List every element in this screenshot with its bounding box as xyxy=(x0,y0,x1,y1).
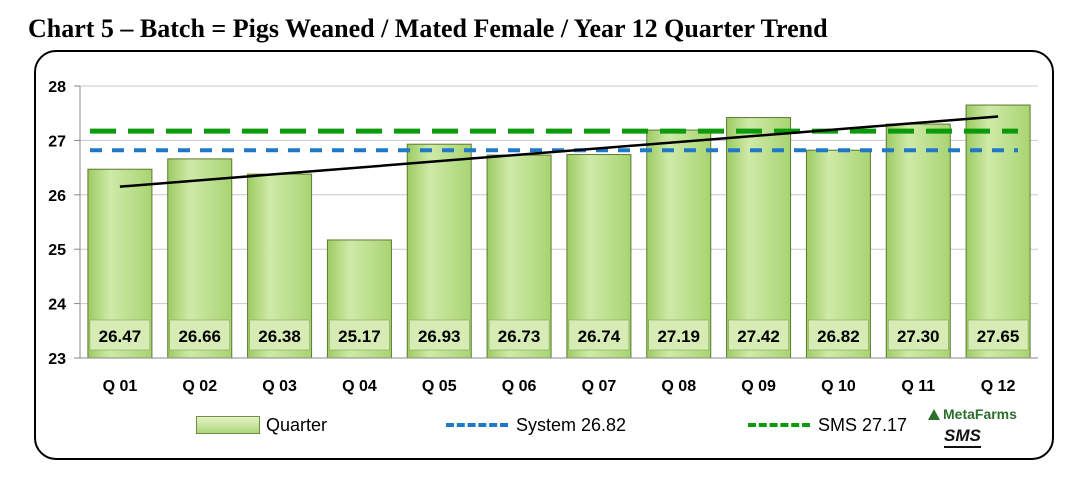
data-label: 27.65 xyxy=(977,327,1020,346)
x-tick-label: Q 08 xyxy=(661,378,696,395)
x-tick-label: Q 11 xyxy=(901,378,935,395)
data-label: 26.73 xyxy=(498,327,541,346)
data-label-box xyxy=(728,319,789,351)
x-tick-label: Q 03 xyxy=(262,378,297,395)
data-label: 26.47 xyxy=(99,327,142,346)
y-tick-label: 28 xyxy=(48,79,66,96)
data-label-box xyxy=(488,319,550,351)
data-label-box xyxy=(648,319,709,351)
data-label: 26.82 xyxy=(817,327,860,346)
trendline-layer xyxy=(119,115,999,188)
logo-bottom-text: SMS xyxy=(944,426,981,448)
trendline xyxy=(119,115,999,188)
data-label: 27.42 xyxy=(737,327,780,346)
x-tick-label: Q 07 xyxy=(582,378,617,395)
legend-label-system: System 26.82 xyxy=(516,414,627,435)
data-label-box xyxy=(568,319,630,351)
reference-lines xyxy=(90,128,1018,153)
legend-swatch-sms xyxy=(748,423,810,427)
bar xyxy=(885,123,951,359)
y-tick-label: 24 xyxy=(48,297,66,314)
legend-item-sms: SMS 27.17 xyxy=(748,410,907,440)
x-tick-label: Q 04 xyxy=(342,378,377,395)
y-tick-label: 23 xyxy=(48,351,66,368)
data-label-box xyxy=(888,319,949,351)
legend-label-quarter: Quarter xyxy=(266,414,328,435)
x-tick-label: Q 05 xyxy=(422,378,457,395)
x-tick-label: Q 09 xyxy=(741,378,776,395)
data-label-box xyxy=(808,319,869,351)
logo-top-text: MetaFarms xyxy=(928,406,1017,422)
chart-title: Chart 5 – Batch = Pigs Weaned / Mated Fe… xyxy=(28,14,828,43)
x-tick-label: Q 10 xyxy=(821,378,856,395)
gridlines xyxy=(80,85,1038,305)
data-label-box xyxy=(409,319,470,351)
data-label-box xyxy=(89,319,151,351)
data-label: 26.38 xyxy=(258,327,301,346)
legend-label-sms: SMS 27.17 xyxy=(818,414,908,435)
data-label-box xyxy=(249,319,310,351)
data-label: 26.66 xyxy=(178,327,221,346)
data-label-box xyxy=(329,319,390,351)
legend-swatch-system xyxy=(446,423,508,427)
y-tick-label: 26 xyxy=(48,188,66,205)
legend-swatch-quarter xyxy=(196,416,260,434)
data-label-box xyxy=(967,319,1029,351)
x-tick-label: Q 01 xyxy=(103,378,138,395)
y-tick-label: 25 xyxy=(48,242,66,259)
axes: 23 24 25 26 27 28 Q 01 Q 02 Q 03 Q 04 Q 05 Q 06 Q 07… xyxy=(48,79,1038,395)
data-label: 27.30 xyxy=(897,327,940,346)
bar xyxy=(965,104,1031,359)
data-label: 26.93 xyxy=(418,327,461,346)
metafarms-sms-logo: MetaFarms SMS xyxy=(924,404,1034,454)
data-label: 25.17 xyxy=(338,327,381,346)
legend-item-quarter: Quarter xyxy=(196,410,327,440)
x-tick-label: Q 02 xyxy=(182,378,217,395)
data-labels: 26.47 26.66 26.38 25.17 26.93 26.73 26.74 27.19… xyxy=(89,319,1029,351)
x-tick-label: Q 06 xyxy=(502,378,537,395)
data-label-box xyxy=(169,319,230,351)
logo-triangle-icon xyxy=(928,409,940,420)
bar xyxy=(726,117,792,359)
legend-item-system: System 26.82 xyxy=(446,410,626,440)
data-label: 26.74 xyxy=(578,327,621,346)
x-tick-label: Q 12 xyxy=(981,378,1016,395)
y-tick-label: 27 xyxy=(48,133,66,150)
data-label: 27.19 xyxy=(657,327,700,346)
